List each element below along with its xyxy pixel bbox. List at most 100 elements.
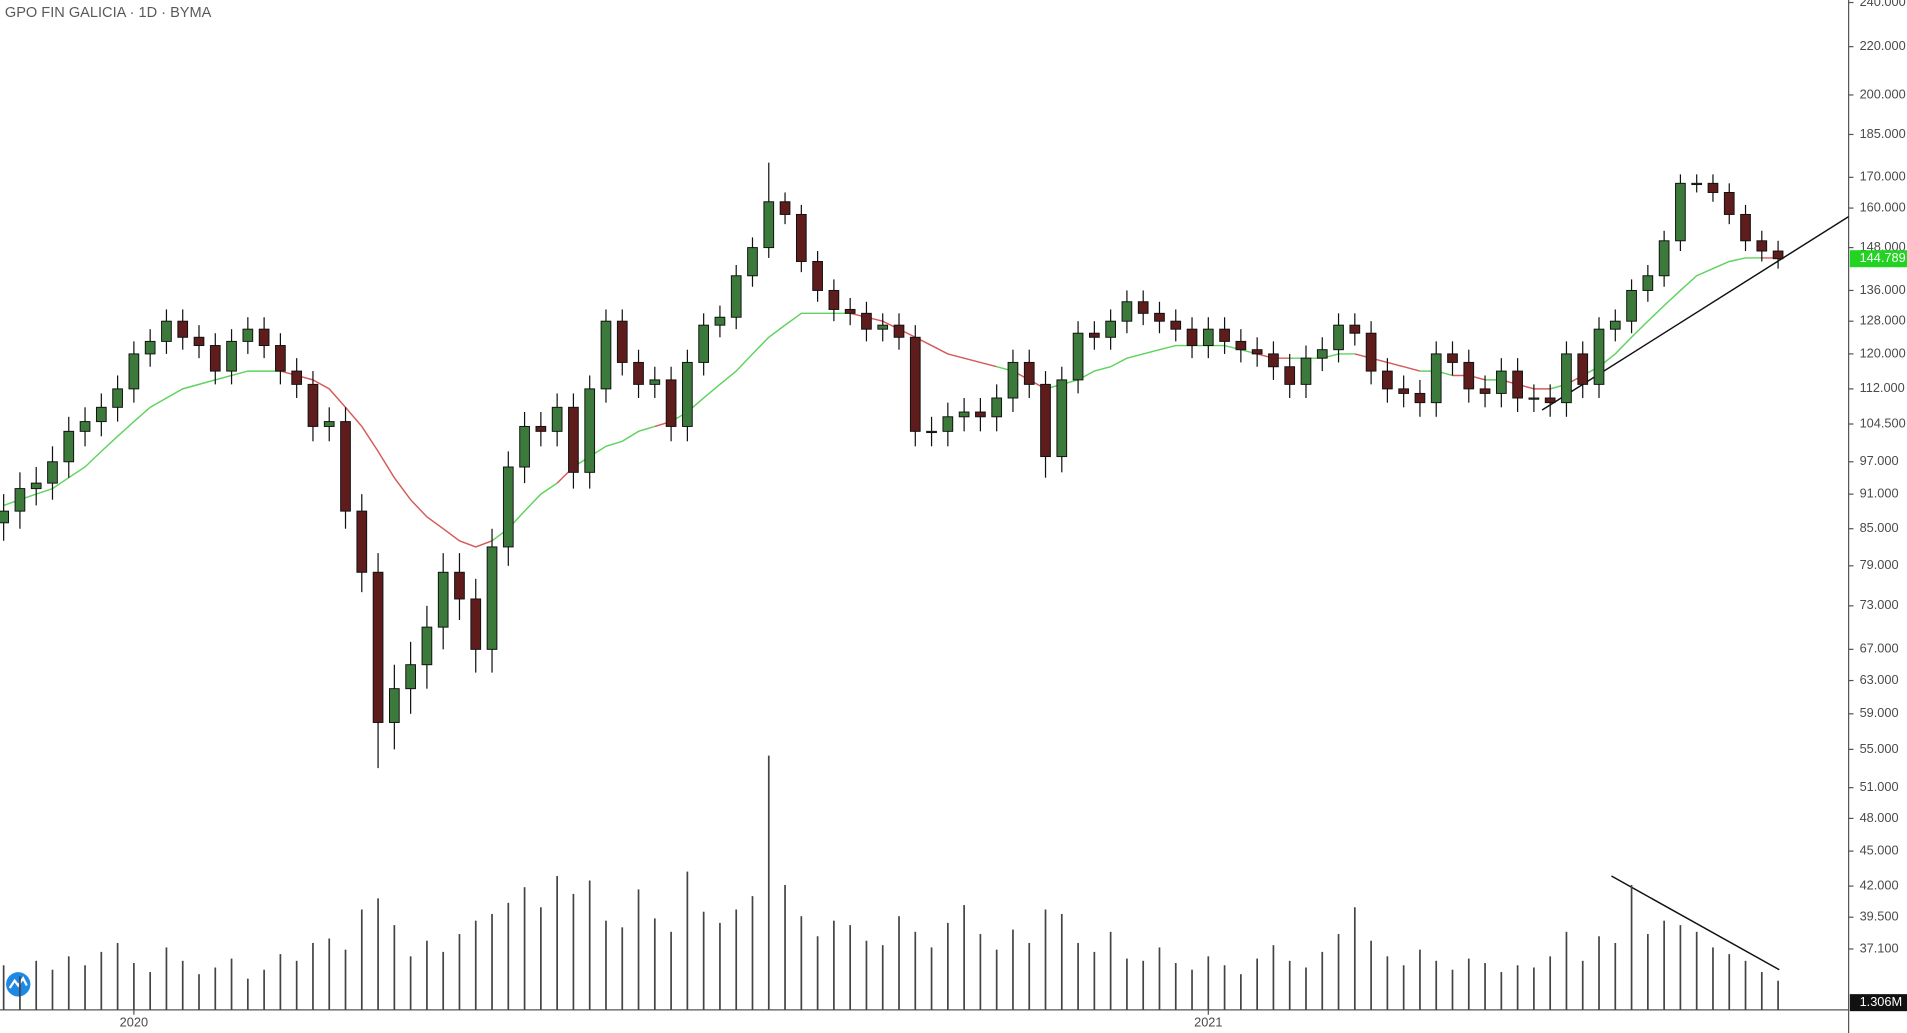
volume-bar xyxy=(1549,956,1552,1010)
volume-bar xyxy=(1126,958,1128,1010)
candle-body xyxy=(161,320,172,342)
candle-body xyxy=(1235,340,1247,351)
volume-bar xyxy=(946,922,949,1010)
volume-bar xyxy=(474,920,477,1010)
volume-bar xyxy=(1451,969,1454,1010)
candle-body xyxy=(926,430,937,434)
last-volume-badge xyxy=(1849,994,1907,1012)
y-tick-label: 240.000 xyxy=(1860,0,1906,9)
y-tick-label: 91.000 xyxy=(1860,486,1899,501)
candle-body xyxy=(1398,388,1410,394)
candle-body xyxy=(47,461,58,484)
volume-bar xyxy=(1500,971,1503,1010)
candle-body xyxy=(1300,357,1312,385)
volume-bar xyxy=(409,956,412,1010)
candle-body xyxy=(616,320,628,363)
candle-body xyxy=(535,425,547,432)
candle-body xyxy=(1072,332,1084,381)
volume-bar xyxy=(605,920,607,1010)
last-price-label: 144.789 xyxy=(1860,250,1906,265)
candle-body xyxy=(665,379,677,427)
candle-body xyxy=(747,247,758,277)
candle-body xyxy=(958,411,970,418)
y-tick-label: 73.000 xyxy=(1860,597,1899,612)
volume-bar xyxy=(767,755,770,1010)
candle-body xyxy=(893,324,905,338)
candle-body xyxy=(1219,328,1230,342)
candle-body xyxy=(470,598,482,650)
volume-bar xyxy=(246,978,249,1010)
volume-bar xyxy=(1419,949,1421,1010)
candle-body xyxy=(356,510,368,573)
logo xyxy=(6,972,31,997)
y-tick-label: 63.000 xyxy=(1860,672,1899,687)
volume-bar xyxy=(344,949,347,1010)
candle-body xyxy=(340,421,351,512)
volume-trend-line xyxy=(1611,875,1780,971)
candle-body xyxy=(1675,182,1686,242)
y-tick-label: 112.000 xyxy=(1860,380,1905,395)
candle-body xyxy=(1105,320,1116,338)
candle-body xyxy=(600,320,612,390)
y-tick-label: 39.500 xyxy=(1860,909,1899,924)
candle-body xyxy=(568,406,579,473)
volume-bar xyxy=(1598,936,1600,1010)
candle-body xyxy=(1512,370,1523,399)
volume-bar xyxy=(995,949,998,1010)
candle-body xyxy=(1528,397,1540,400)
volume-bar xyxy=(930,947,933,1010)
y-tick-label: 55.000 xyxy=(1860,741,1899,756)
volume-bar xyxy=(1760,971,1763,1010)
y-tick-label: 200.000 xyxy=(1860,86,1906,101)
moving-average xyxy=(3,370,281,507)
volume-bar xyxy=(279,954,282,1010)
volume-bar xyxy=(1060,913,1063,1010)
volume-bar xyxy=(540,907,542,1010)
candle-body xyxy=(1137,301,1149,314)
y-tick-label: 170.000 xyxy=(1860,169,1906,184)
candle-body xyxy=(1414,392,1426,404)
y-tick-label: 37.100 xyxy=(1860,940,1899,955)
candle-body xyxy=(991,397,1003,418)
candle-body xyxy=(502,466,514,548)
candle-body xyxy=(307,383,319,427)
candle-body xyxy=(1772,250,1784,260)
candle-body xyxy=(1577,353,1589,385)
candle-body xyxy=(421,626,433,666)
candle-body xyxy=(1056,379,1068,458)
volume-bar xyxy=(881,945,884,1010)
moving-average xyxy=(670,312,851,423)
candle-body xyxy=(454,571,465,600)
volume-bar xyxy=(1565,931,1568,1010)
volume-bar xyxy=(523,887,526,1010)
y-tick-label: 160.000 xyxy=(1860,199,1906,214)
volume-bar xyxy=(1109,931,1112,1010)
candle-body xyxy=(1609,320,1621,330)
y-tick-label: 120.000 xyxy=(1860,345,1906,360)
moving-average xyxy=(491,482,558,542)
volume-bar xyxy=(637,889,640,1010)
volume-bar xyxy=(2,965,5,1010)
candle-body xyxy=(1658,240,1670,277)
volume-bar xyxy=(751,896,754,1010)
candle-body xyxy=(1642,275,1654,291)
volume-bar xyxy=(1207,956,1210,1010)
candle-body xyxy=(291,370,303,385)
volume-bar xyxy=(1305,967,1307,1010)
volume-bar xyxy=(719,922,721,1010)
candle-body xyxy=(877,324,889,330)
volume-bar xyxy=(116,942,119,1010)
candle-body xyxy=(1463,361,1475,390)
volume-bar xyxy=(214,967,217,1010)
volume-bar xyxy=(263,969,265,1010)
candle-body xyxy=(812,260,823,291)
candle-body xyxy=(909,336,921,432)
volume-bar xyxy=(702,911,705,1010)
candle-body xyxy=(405,664,416,690)
candle-body xyxy=(519,425,530,468)
candle-body xyxy=(193,336,205,347)
candle-body xyxy=(682,361,693,427)
y-tick-label: 136.000 xyxy=(1860,282,1906,297)
volume-bar xyxy=(800,916,803,1010)
candle-body xyxy=(1284,366,1296,385)
